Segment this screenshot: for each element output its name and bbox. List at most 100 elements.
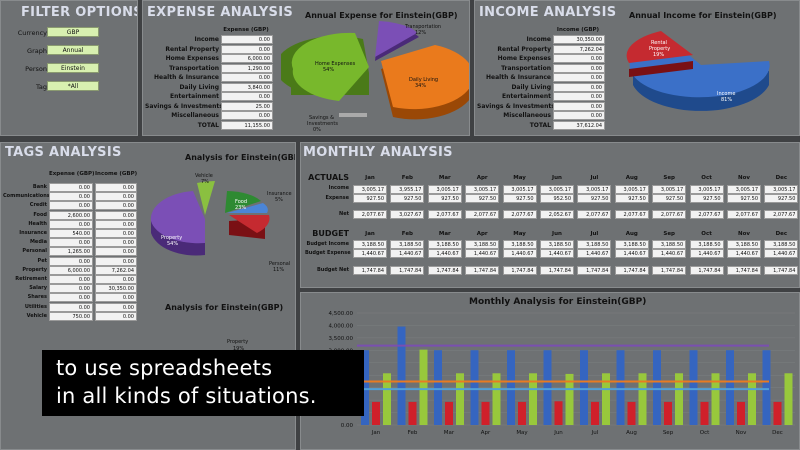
tags-row-expense: 0.00 [49,219,93,229]
filter-graph-select[interactable]: Annual [47,45,99,55]
filter-options-title: FILTER OPTIONS [21,5,138,20]
month-header: Sep [663,231,675,237]
tags-property-pct: 54% [167,241,178,247]
tags-slice-insurance [227,203,268,213]
income-row-label: Miscellaneous [503,112,551,119]
monthly-income-cell: 3,005.17 [540,185,574,194]
monthly-budget-expense-cell: 1,440.67 [427,249,462,258]
expense-row-label: Savings & Investments [145,102,223,110]
month-header: Sep [663,175,675,181]
month-header: Jul [590,231,599,237]
monthly-budget-label: BUDGET [312,229,349,238]
monthly-income-cell: 3,005.17 [764,185,799,194]
income-row-value: 7,262.04 [553,44,605,54]
tags-row-expense: 0.00 [49,302,93,312]
monthly-income-label: Income [328,185,349,191]
x-tick-label: Oct [700,430,710,436]
monthly-income-cell: 3,955.17 [390,185,425,194]
month-header: Jan [365,175,375,181]
tags-vehicle-pct: 7% [201,179,209,185]
monthly-budget-expense-label: Budget Expense [305,250,351,256]
monthly-income-cell: 3,005.17 [614,185,649,194]
tags-row-income: 0.00 [95,183,137,192]
monthly-budget-income-cell: 3,188.50 [353,240,387,249]
income-row-value: 0.00 [553,111,605,120]
monthly-expense-cell: 927.50 [427,194,462,203]
monthly-bar-chart: 0.00500.001,000.001,500.002,000.002,500.… [329,311,795,436]
filter-person-label: Person [25,65,47,73]
monthly-expense-cell: 927.50 [390,194,425,203]
expense-chart-title: Annual Expense for Einstein(GBP) [305,11,458,20]
monthly-budget-net-cell: 1,747.84 [689,266,724,275]
bar-jan-2 [383,373,391,425]
tags-row-label: Food [33,211,47,218]
expense-row-label: Home Expenses [165,55,219,62]
month-header: Feb [401,175,413,181]
tags-row-expense: 540.00 [49,229,93,238]
x-tick-label: Dec [772,430,783,436]
monthly-net-cell: 2,077.67 [689,210,724,219]
bar-may-0 [507,350,515,425]
monthly-budget-net-cell: 1,747.84 [764,266,799,275]
x-tick-label: Jul [591,430,599,436]
month-header: Apr [476,231,488,237]
month-header: Feb [401,231,413,237]
bar-apr-2 [492,373,501,425]
x-tick-label: Jan [371,430,381,436]
income-row-label: Entertainment [502,93,551,100]
income-row-value: 0.00 [553,92,605,101]
expense-slice-daily [381,45,469,120]
monthly-budget-expense-cell: 1,440.67 [577,249,612,258]
tags-row-expense: 0.00 [49,183,93,192]
expense-row-value: 0.00 [221,73,273,82]
tags-insurance-label: Insurance [267,191,292,197]
bar-mar-0 [434,350,442,425]
bar-aug-0 [616,350,625,425]
x-tick-label: Aug [626,430,637,436]
monthly-budget-net-cell: 1,747.84 [652,266,687,275]
bar-feb-1 [408,401,417,425]
bar-nov-1 [737,401,745,425]
filter-person-select[interactable]: Einstein [47,63,99,73]
tags-row-income: 7,262.04 [95,265,137,275]
monthly-budget-expense-cell: 1,440.67 [540,249,574,258]
income-rental-pct: 19% [653,52,664,58]
monthly-budget-income-cell: 3,188.50 [652,240,687,249]
monthly-net-cell: 3,027.67 [390,210,425,219]
tags-row-expense: 0.00 [49,275,93,284]
tags-row-expense: 2,600.00 [49,210,93,220]
filter-currency-label: Currency [17,29,47,37]
tags-slice-food [225,191,261,213]
monthly-chart-title: Monthly Analysis for Einstein(GBP) [469,297,647,307]
expense-row-value: 11,155.00 [221,120,273,130]
monthly-budget-income-cell: 3,188.50 [427,240,462,249]
x-tick-label: Feb [408,430,418,436]
monthly-budget-expense-cell: 1,440.67 [614,249,649,258]
tags-row-label: Salary [29,285,47,292]
monthly-budget-net-cell: 1,747.84 [353,266,387,275]
bar-jun-2 [565,373,574,425]
tags-row-label: Vehicle [26,312,47,319]
monthly-budget-net-cell: 1,747.84 [427,266,462,275]
expense-row-value: 0.00 [221,35,273,44]
income-row-label: Rental Property [497,45,551,53]
tags-row-label: Insurance [19,230,47,236]
monthly-budget-expense-cell: 1,440.67 [764,249,799,258]
tags-row-label: Pet [37,257,47,264]
y-tick-label: 0.00 [341,423,354,429]
tags-property-label: Property [161,235,182,241]
bar-may-1 [518,401,526,425]
tags-row-expense: 0.00 [49,293,93,303]
month-header: Jan [365,231,375,237]
filter-tag-select[interactable]: *All [47,81,99,91]
tags-insurance-pct: 5% [275,197,283,203]
filter-graph-label: Graph [27,47,47,55]
monthly-income-cell: 3,005.17 [577,185,612,194]
income-income-pct: 81% [721,97,732,103]
caption-box [42,350,364,416]
monthly-budget-income-cell: 3,188.50 [727,240,761,249]
expense-row-value: 25.00 [221,101,273,111]
filter-currency-select[interactable]: GBP [47,27,99,37]
monthly-net-cell: 2,077.67 [614,210,649,219]
tags-row-income: 0.00 [95,302,137,312]
